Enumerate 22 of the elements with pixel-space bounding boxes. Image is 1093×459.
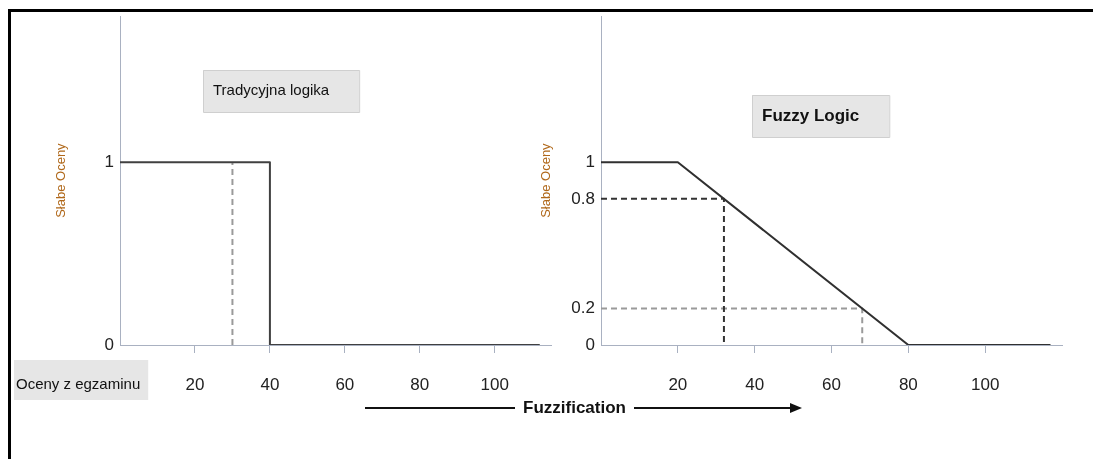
y-tick-label: 1: [585, 152, 595, 172]
y-axis-title: Słabe Oceny: [538, 142, 554, 218]
text: Fuzzy Logic: [762, 105, 860, 125]
x-tick-label: 100: [970, 374, 1000, 394]
y-tick-label: 0.2: [571, 298, 595, 318]
x-tick-label: 60: [822, 374, 841, 394]
y-tick-label: 0.8: [571, 188, 595, 208]
x-tick-label: 100: [480, 374, 509, 394]
y-tick-label: 0: [585, 334, 595, 354]
y-axis-title: Słabe Oceny: [53, 142, 69, 218]
x-tick-label: 80: [410, 374, 430, 394]
x-tick-label: 40: [745, 374, 765, 394]
x-tick-label: 60: [335, 374, 355, 394]
y-tick-label: 1: [104, 152, 114, 172]
text: Tradycyjna logika: [213, 81, 330, 99]
y-tick-label: 0: [104, 334, 114, 354]
x-tick-label: 40: [260, 374, 280, 394]
text: Fuzzification: [523, 398, 626, 418]
x-axis-title: Oceny z egzaminu: [16, 375, 141, 393]
x-tick-label: 20: [668, 374, 688, 394]
x-tick-label: 20: [185, 374, 205, 394]
x-tick-label: 80: [898, 374, 918, 394]
